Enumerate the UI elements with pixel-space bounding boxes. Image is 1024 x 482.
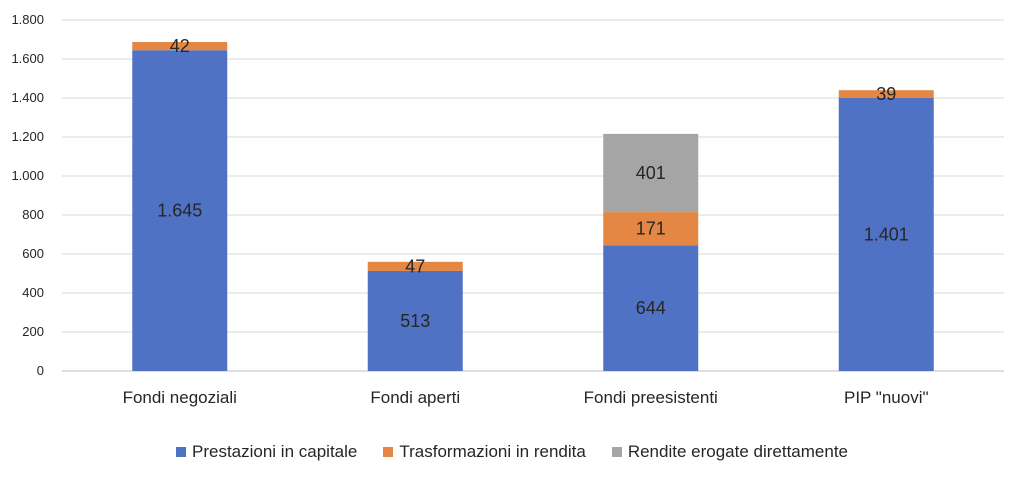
data-label: 401 [636,163,666,183]
bar-segment [838,90,934,98]
legend-label: Trasformazioni in rendita [399,442,586,461]
y-axis-ticks: 0 200 400 600 800 1.000 1.200 1.400 1.600 1.800 [11,12,44,378]
x-category-label: Fondi negoziali [123,388,237,407]
x-axis-categories: Fondi negoziali Fondi aperti Fondi preesis… [123,388,929,407]
data-labels: 1.645 42 513 47 644 171 401 1.401 39 [157,36,909,331]
data-label: 47 [405,256,425,276]
y-tick-label: 1.000 [11,168,44,183]
bar-segment [132,42,228,51]
bar-segment [367,270,463,371]
legend-item: Rendite erogate direttamente [611,442,849,462]
data-label: 171 [636,219,666,239]
bar-segment [132,50,228,371]
y-tick-label: 1.800 [11,12,44,27]
y-tick-label: 1.600 [11,51,44,66]
y-tick-label: 1.200 [11,129,44,144]
bar-segment [603,133,699,213]
y-tick-label: 400 [22,285,44,300]
data-label: 513 [400,311,430,331]
bar-segment [603,245,699,371]
legend-swatch [175,447,186,457]
bar-segment [603,212,699,246]
legend-swatch [383,447,394,457]
legend-item: Trasformazioni in rendita [383,442,586,462]
data-label: 644 [636,298,666,318]
x-category-label: PIP "nuovi" [844,388,929,407]
x-category-label: Fondi preesistenti [584,388,718,407]
legend-swatch [611,447,622,457]
bar-segment [367,261,463,271]
legend-label: Prestazioni in capitale [191,442,358,461]
legend: Prestazioni in capitale Trasformazioni in… [0,442,1024,462]
data-label: 1.401 [864,224,909,244]
y-tick-label: 1.400 [11,90,44,105]
bars [132,42,934,372]
y-tick-label: 800 [22,207,44,222]
y-tick-label: 0 [37,363,44,378]
x-category-label: Fondi aperti [370,388,460,407]
legend-label: Rendite erogate direttamente [627,442,849,461]
y-tick-label: 200 [22,324,44,339]
legend-item: Prestazioni in capitale [175,442,358,462]
y-tick-label: 600 [22,246,44,261]
data-label: 42 [170,36,190,56]
data-label: 1.645 [157,201,202,221]
bar-segment [838,97,934,372]
data-label: 39 [876,84,896,104]
